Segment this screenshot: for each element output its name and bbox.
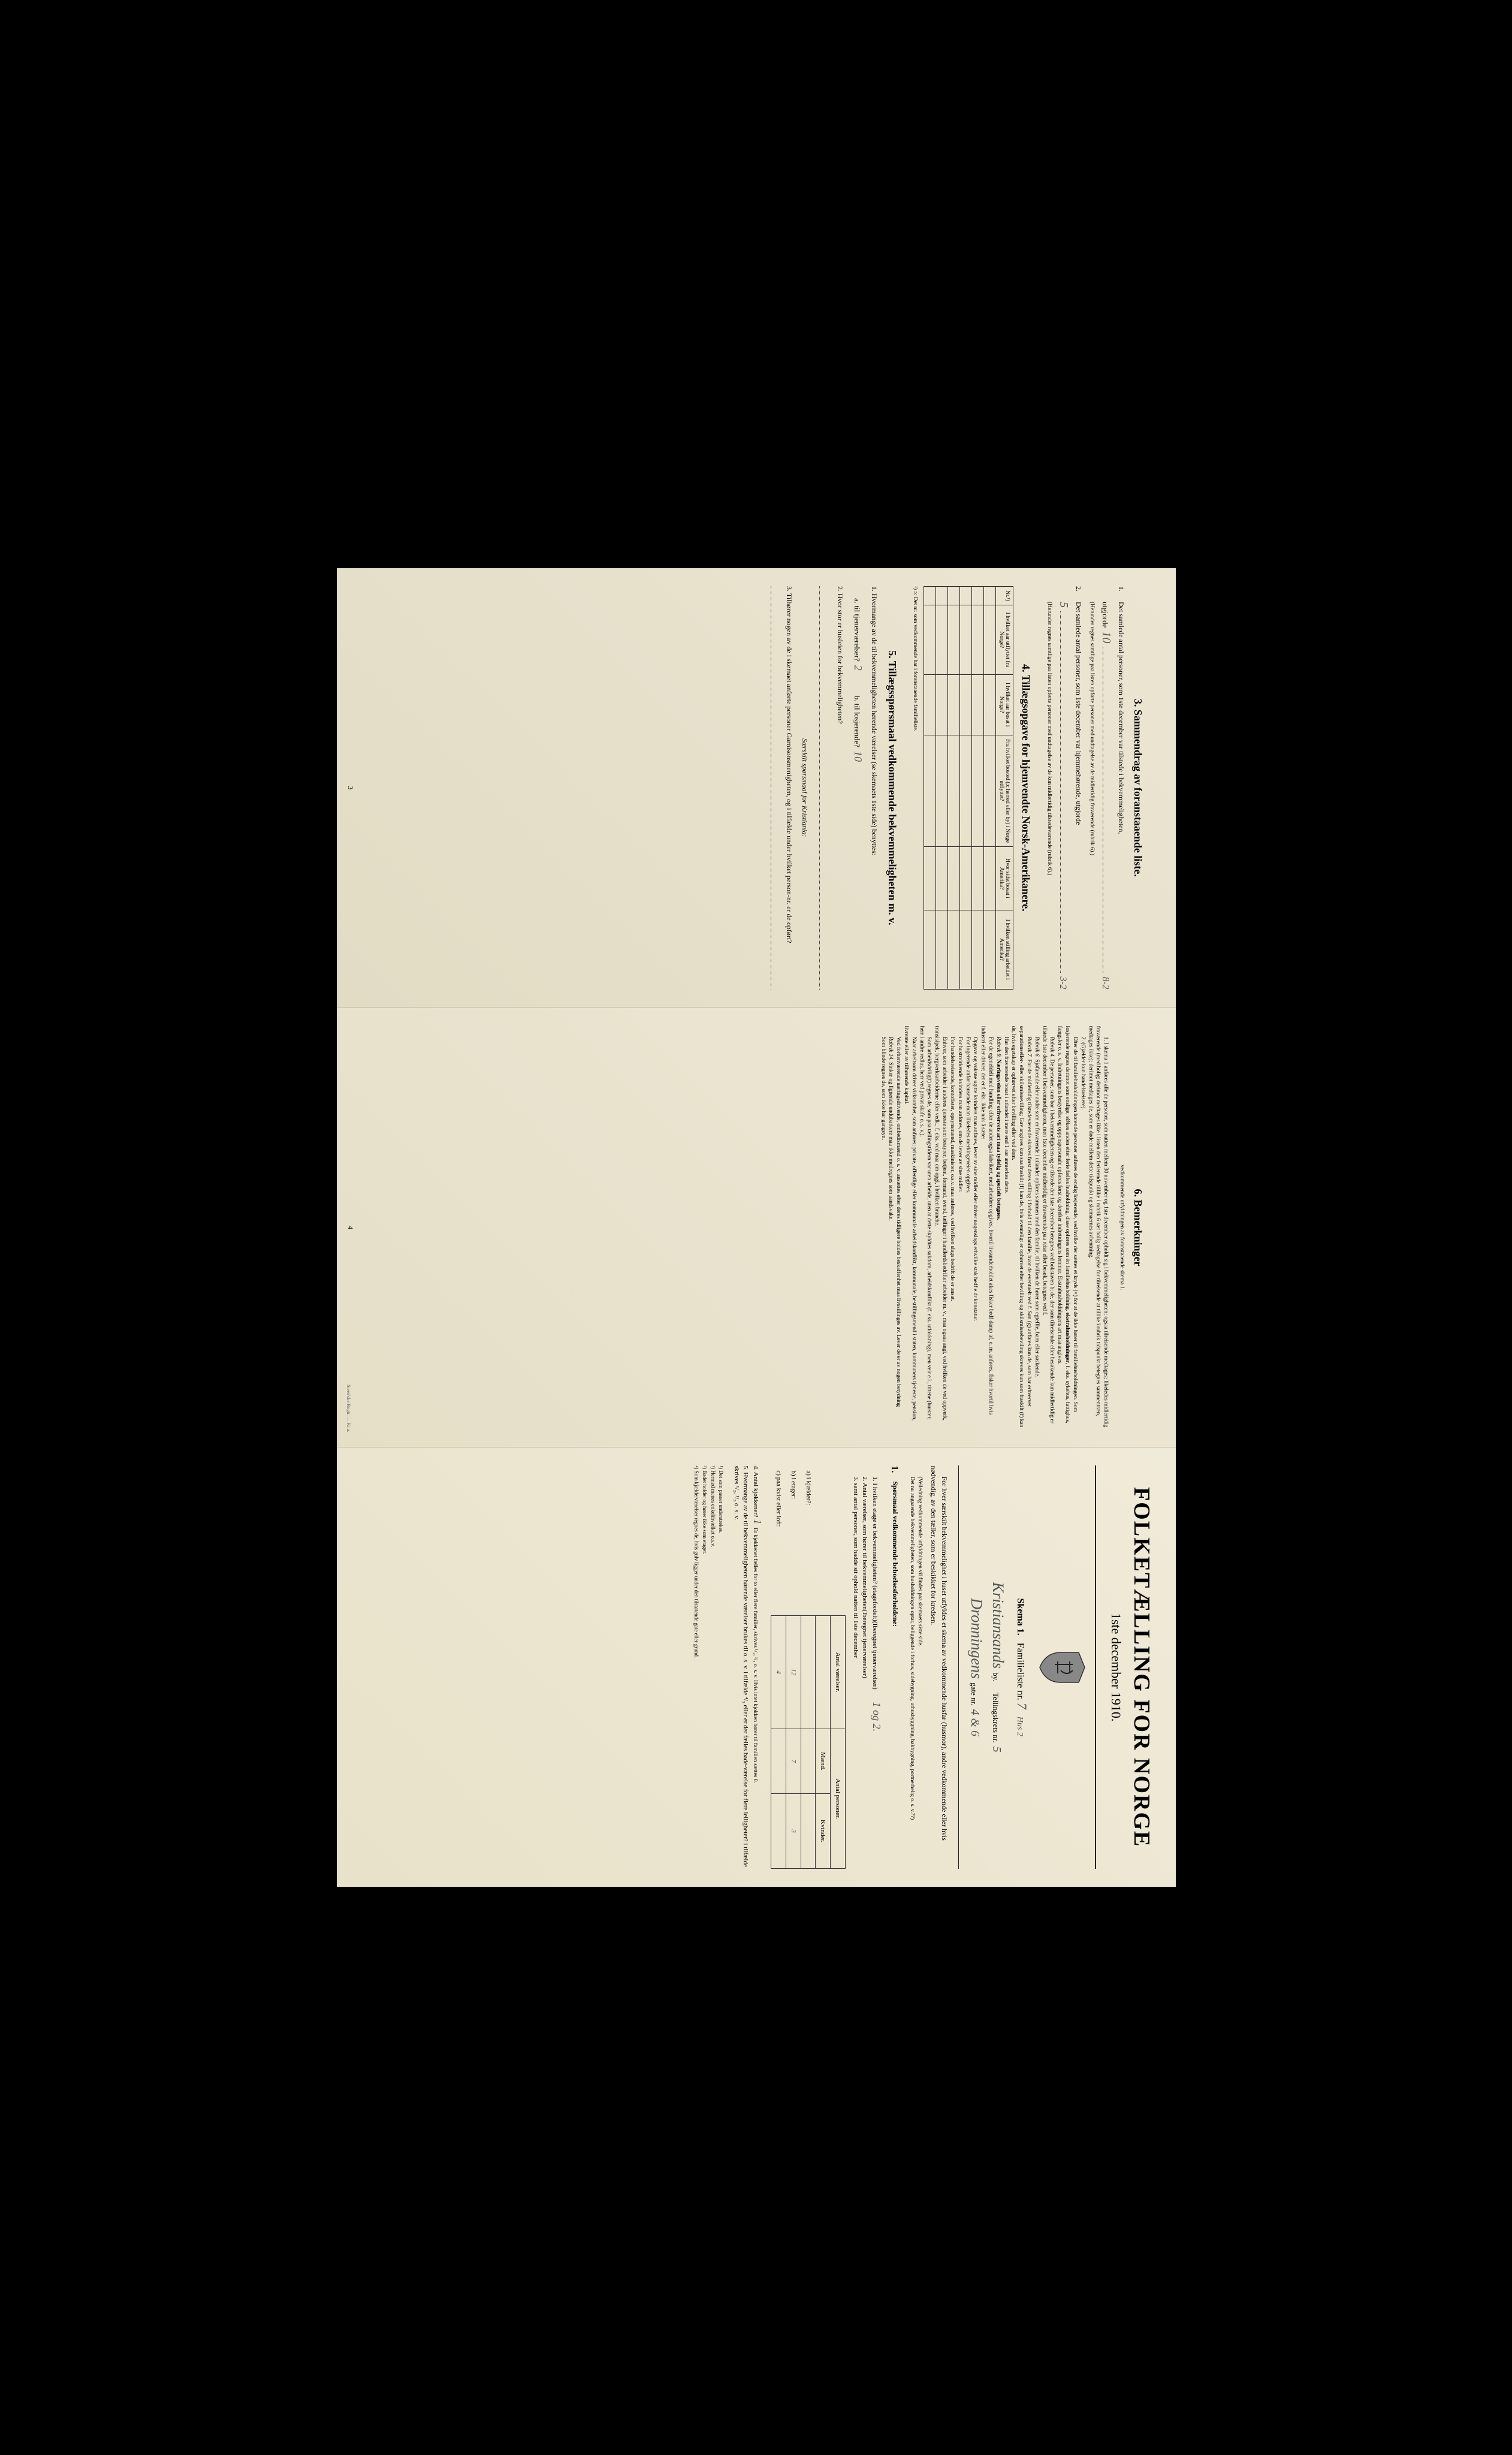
page-number-3: 3 — [346, 786, 355, 789]
tellingskrets-nr: 5 — [989, 1747, 1003, 1753]
page-number-4: 4 — [346, 1226, 355, 1229]
section6-title: 6. Bemerkninger — [1131, 1026, 1144, 1429]
printer-note: Steen'ske Bogtr. — Kr.a. — [346, 1385, 351, 1432]
q2: 2. Det samlede antal personer, som 1ste … — [1045, 586, 1083, 990]
street-name: Dronningens — [967, 1598, 985, 1679]
census-date: 1ste december 1910. — [1108, 1465, 1124, 1869]
table-header: I hvilken stilling arbeidet i Amerika? — [995, 910, 1013, 989]
room-stats-table: Antal værelser. Antal personer. Mænd. Kv… — [771, 1465, 846, 1869]
section4-title: 4. Tillægsopgave for hjemvendte Norsk-Am… — [1019, 586, 1032, 990]
table-header: I hvilket aar bosat i Norge? — [995, 674, 1013, 735]
panel-cover: FOLKETÆLLING FOR NORGE 1ste december 191… — [337, 1447, 1176, 1887]
q1: 1. Det samlede antal personer, som 1ste … — [1088, 586, 1125, 990]
footnotes: ¹) Det som passer understrekes. ²) Herme… — [692, 1465, 724, 1869]
panel-remarks: 6. Bemerkninger vedkommende utfyldningen… — [337, 1008, 1176, 1448]
gate-nr: 4 & 6 — [968, 1709, 982, 1736]
section3-title: 3. Sammendrag av foranstaaende liste. — [1131, 586, 1144, 990]
table-header: Nr.¹) — [995, 587, 1013, 605]
familieliste-nr: 7 — [1014, 1703, 1030, 1709]
table-header: Fra hvilket bosted (ɔ: herred eller by) … — [995, 735, 1013, 847]
q2-value: 5 — [1057, 602, 1070, 608]
coat-of-arms-icon — [1037, 1646, 1088, 1688]
q1-value: 10 — [1099, 631, 1113, 643]
panel-summary: 3. Sammendrag av foranstaaende liste. 1.… — [337, 568, 1176, 1008]
table-header: I hvilket aar utflyttet fra Norge? — [995, 605, 1013, 674]
table4-footnote: ¹) ɔ: Det nr. som vedkommende har i fora… — [911, 586, 919, 990]
table-header: Hvor sidst bosat i Amerika? — [995, 847, 1013, 910]
city-name: Kristiansands — [989, 1582, 1007, 1669]
norsk-amerikanere-table: Nr.¹)I hvilket aar utflyttet fra Norge?I… — [924, 586, 1013, 990]
section5-title: 5. Tillægsspørsmaal vedkommende bekvemme… — [885, 586, 898, 990]
document-title: FOLKETÆLLING FOR NORGE — [1128, 1465, 1155, 1869]
census-document: 3. Sammendrag av foranstaaende liste. 1.… — [337, 568, 1176, 1887]
